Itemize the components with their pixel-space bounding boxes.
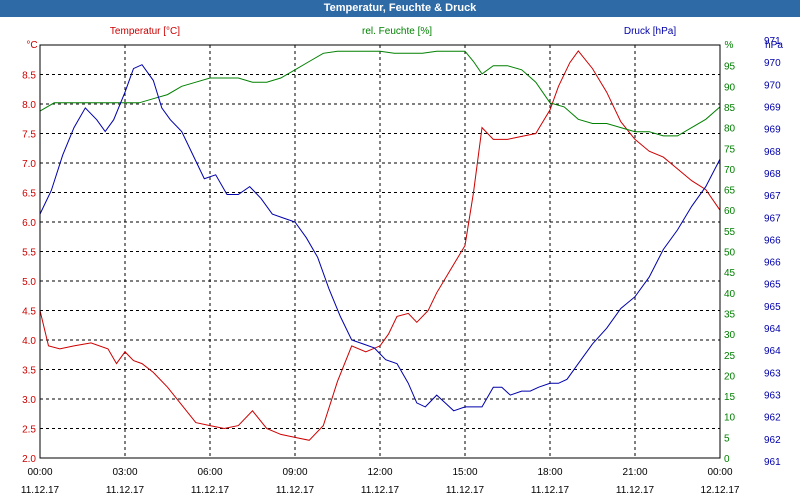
pressure-tick-label: 962 xyxy=(764,413,781,424)
pressure-tick-label: 969 xyxy=(764,102,781,113)
pressure-tick-label: 964 xyxy=(764,346,781,357)
temperature-tick-label: 5.0 xyxy=(22,277,36,288)
humidity-axis-label: rel. Feuchte [%] xyxy=(362,26,432,37)
pressure-unit: hPa xyxy=(765,40,783,51)
temperature-tick-label: 3.5 xyxy=(22,366,36,377)
humidity-tick-label: 75 xyxy=(724,144,736,155)
pressure-tick-label: 967 xyxy=(764,191,781,202)
x-tick-time: 06:00 xyxy=(197,467,222,478)
temperature-tick-label: 7.5 xyxy=(22,130,36,141)
x-tick-time: 03:00 xyxy=(112,467,137,478)
temperature-tick-label: 5.5 xyxy=(22,248,36,259)
humidity-tick-label: 60 xyxy=(724,206,736,217)
x-tick-date: 11.12.17 xyxy=(361,485,400,496)
humidity-tick-label: 55 xyxy=(724,227,736,238)
temperature-tick-label: 2.0 xyxy=(22,454,36,465)
humidity-tick-label: 20 xyxy=(724,371,736,382)
temperature-tick-label: 7.0 xyxy=(22,159,36,170)
temperature-unit: °C xyxy=(26,40,37,51)
x-tick-time: 09:00 xyxy=(282,467,307,478)
pressure-tick-label: 970 xyxy=(764,80,781,91)
pressure-tick-label: 961 xyxy=(764,457,781,468)
x-tick-date: 11.12.17 xyxy=(21,485,60,496)
pressure-tick-label: 968 xyxy=(764,169,781,180)
humidity-tick-label: 10 xyxy=(724,413,736,424)
pressure-tick-label: 967 xyxy=(764,213,781,224)
x-tick-date: 11.12.17 xyxy=(106,485,145,496)
pressure-tick-label: 966 xyxy=(764,258,781,269)
x-tick-time: 00:00 xyxy=(27,467,52,478)
temperature-tick-label: 8.5 xyxy=(22,71,36,82)
humidity-tick-label: 85 xyxy=(724,103,736,114)
x-tick-time: 00:00 xyxy=(707,467,732,478)
pressure-tick-label: 970 xyxy=(764,58,781,69)
pressure-axis-label: Druck [hPa] xyxy=(624,26,676,37)
pressure-tick-label: 962 xyxy=(764,435,781,446)
humidity-tick-label: 35 xyxy=(724,309,736,320)
humidity-tick-label: 15 xyxy=(724,392,736,403)
temperature-tick-label: 2.5 xyxy=(22,425,36,436)
humidity-tick-label: 65 xyxy=(724,186,736,197)
temperature-tick-label: 8.0 xyxy=(22,100,36,111)
x-tick-time: 12:00 xyxy=(367,467,392,478)
pressure-tick-label: 965 xyxy=(764,280,781,291)
x-tick-date: 11.12.17 xyxy=(446,485,485,496)
temperature-tick-label: 6.0 xyxy=(22,218,36,229)
humidity-series-line xyxy=(39,50,721,137)
window-title: Temperatur, Feuchte & Druck xyxy=(0,0,800,17)
x-tick-time: 18:00 xyxy=(537,467,562,478)
humidity-tick-label: 50 xyxy=(724,248,736,259)
temperature-series-line xyxy=(39,50,721,441)
pressure-tick-label: 965 xyxy=(764,302,781,313)
pressure-tick-label: 969 xyxy=(764,125,781,136)
plot-frame xyxy=(39,44,721,459)
x-tick-time: 15:00 xyxy=(452,467,477,478)
x-tick-date: 12.12.17 xyxy=(701,485,740,496)
x-tick-date: 11.12.17 xyxy=(616,485,655,496)
pressure-tick-label: 963 xyxy=(764,368,781,379)
x-tick-date: 11.12.17 xyxy=(276,485,315,496)
series-lines xyxy=(39,50,721,441)
humidity-tick-label: 40 xyxy=(724,289,736,300)
tick-labels: 00:00 11.12.17 03:00 11.12.17 06:00 11.12.17 0… xyxy=(21,36,781,496)
pressure-tick-label: 971 xyxy=(764,36,781,47)
grid-lines xyxy=(40,45,720,458)
x-tick-date: 11.12.17 xyxy=(191,485,230,496)
pressure-tick-label: 964 xyxy=(764,324,781,335)
temperature-tick-label: 3.0 xyxy=(22,395,36,406)
temperature-axis-label: Temperatur [°C] xyxy=(110,26,180,37)
humidity-tick-label: 95 xyxy=(724,62,736,73)
humidity-tick-label: 5 xyxy=(724,433,730,444)
pressure-tick-label: 966 xyxy=(764,235,781,246)
humidity-unit: % xyxy=(725,40,734,51)
humidity-tick-label: 45 xyxy=(724,268,736,279)
pressure-tick-label: 963 xyxy=(764,391,781,402)
humidity-tick-label: 25 xyxy=(724,351,736,362)
humidity-tick-label: 80 xyxy=(724,124,736,135)
humidity-tick-label: 90 xyxy=(724,82,736,93)
pressure-tick-label: 968 xyxy=(764,147,781,158)
temperature-tick-label: 4.0 xyxy=(22,336,36,347)
humidity-tick-label: 70 xyxy=(724,165,736,176)
pressure-series-line xyxy=(39,64,721,412)
temperature-tick-label: 4.5 xyxy=(22,307,36,318)
humidity-tick-label: 0 xyxy=(724,454,730,465)
humidity-tick-label: 30 xyxy=(724,330,736,341)
x-tick-date: 11.12.17 xyxy=(531,485,570,496)
x-tick-time: 21:00 xyxy=(622,467,647,478)
temperature-tick-label: 6.5 xyxy=(22,189,36,200)
